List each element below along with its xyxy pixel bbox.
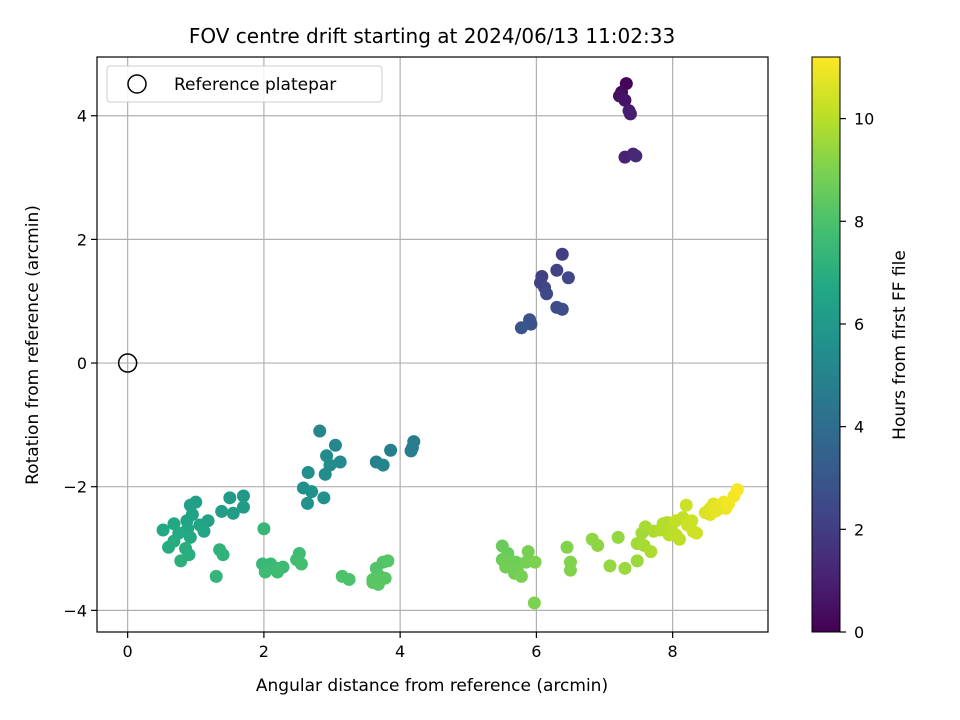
y-tick-label: −4 [63, 601, 87, 620]
scatter-point [328, 438, 342, 452]
scatter-point [561, 271, 575, 285]
x-axis-label: Angular distance from reference (arcmin) [256, 676, 608, 696]
scatter-point [197, 524, 211, 538]
scatter-point [258, 565, 272, 579]
colorbar-tick-label: 8 [854, 212, 864, 231]
scatter-point [528, 555, 542, 569]
scatter-point [313, 424, 327, 438]
colorbar-tick-label: 2 [854, 520, 864, 539]
scatter-point [603, 559, 617, 573]
colorbar-tick-label: 10 [854, 110, 874, 129]
colorbar-ticks: 0 2 4 6 8 10 [840, 110, 874, 642]
scatter-point [300, 496, 314, 510]
scatter-point [183, 530, 197, 544]
scatter-point [236, 500, 250, 514]
scatter-point [550, 263, 564, 277]
legend-box [106, 65, 383, 103]
scatter-point [226, 506, 240, 520]
scatter-point [156, 523, 170, 537]
scatter-point [384, 443, 398, 457]
scatter-point [209, 569, 223, 583]
scatter-point [555, 302, 569, 316]
scatter-point [271, 565, 285, 579]
plot-frame [96, 56, 769, 633]
scatter-point [174, 554, 188, 568]
colorbar-tick-label: 0 [854, 623, 864, 642]
scatter-point [629, 149, 643, 163]
scatter-point [162, 540, 176, 554]
scatter-point [630, 554, 644, 568]
scatter-point [342, 572, 356, 586]
scatter-point [527, 596, 541, 610]
grid-lines [97, 57, 768, 632]
legend-marker-reference [127, 74, 147, 94]
scatter-point [591, 538, 605, 552]
legend: Reference platepar [106, 65, 383, 103]
x-axis-ticks: 0 2 4 6 8 [123, 632, 678, 661]
scatter-point [521, 545, 535, 559]
scatter-point [514, 569, 528, 583]
scatter-point [611, 530, 625, 544]
colorbar-tick-label: 4 [854, 418, 864, 437]
scatter-point [685, 514, 699, 528]
scatter-point [514, 321, 528, 335]
scatter-point [672, 532, 686, 546]
scatter-point [708, 504, 722, 518]
y-axis-label: Rotation from reference (arcmin) [23, 205, 43, 485]
x-tick-label: 6 [531, 642, 541, 661]
scatter-point [689, 526, 703, 540]
scatter-point [294, 557, 308, 571]
scatter-point [223, 491, 237, 505]
scatter-point [317, 491, 331, 505]
scatter-point [333, 455, 347, 469]
scatter-point [730, 483, 744, 497]
y-tick-label: 4 [77, 107, 87, 126]
colorbar-label: Hours from first FF file [890, 250, 910, 440]
scatter-point [366, 576, 380, 590]
y-tick-label: 2 [77, 230, 87, 249]
x-tick-label: 2 [259, 642, 269, 661]
reference-platepar-marker [117, 353, 138, 373]
scatter-point [381, 554, 395, 568]
scatter-point [318, 467, 332, 481]
scatter-point [216, 548, 230, 562]
y-axis-ticks: −4 −2 0 2 4 [63, 107, 97, 620]
chart-title: FOV centre drift starting at 2024/06/13 … [189, 24, 675, 48]
x-tick-label: 4 [395, 642, 405, 661]
scatter-point [679, 498, 693, 512]
y-tick-label: −2 [63, 478, 87, 497]
scatter-point [540, 287, 554, 301]
scatter-point [215, 504, 229, 518]
colorbar-tick-label: 6 [854, 315, 864, 334]
scatter-point [644, 545, 658, 559]
scatter-point [257, 522, 271, 536]
scatter-point [623, 107, 637, 121]
scatter-point [560, 540, 574, 554]
scatter-point [618, 93, 632, 107]
scatter-point [305, 485, 319, 499]
data-points [156, 77, 744, 610]
colorbar [811, 56, 841, 633]
x-tick-label: 8 [668, 642, 678, 661]
scatter-point [301, 465, 315, 479]
scatter-point [555, 247, 569, 261]
legend-label-reference: Reference platepar [174, 75, 336, 95]
scatter-point [376, 458, 390, 472]
scatter-point [563, 563, 577, 577]
scatter-point [618, 561, 632, 575]
y-tick-label: 0 [77, 354, 87, 373]
scatter-point [404, 444, 418, 458]
x-tick-label: 0 [123, 642, 133, 661]
scatter-point [236, 489, 250, 503]
